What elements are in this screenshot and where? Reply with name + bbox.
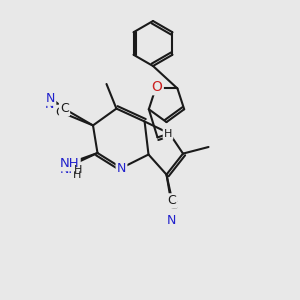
Text: N: N — [168, 216, 177, 229]
Text: C: C — [60, 102, 69, 115]
Text: H: H — [164, 129, 172, 139]
Text: C: C — [56, 106, 64, 119]
Text: H: H — [74, 165, 82, 175]
Text: N: N — [45, 98, 55, 111]
Text: N: N — [46, 92, 55, 105]
Text: H: H — [73, 170, 81, 180]
Text: NH: NH — [60, 163, 78, 176]
Text: NH: NH — [60, 157, 80, 170]
Text: N: N — [167, 214, 176, 227]
Text: O: O — [152, 80, 163, 94]
Text: C: C — [168, 199, 177, 212]
Text: C: C — [167, 194, 176, 208]
Text: N: N — [117, 161, 126, 175]
